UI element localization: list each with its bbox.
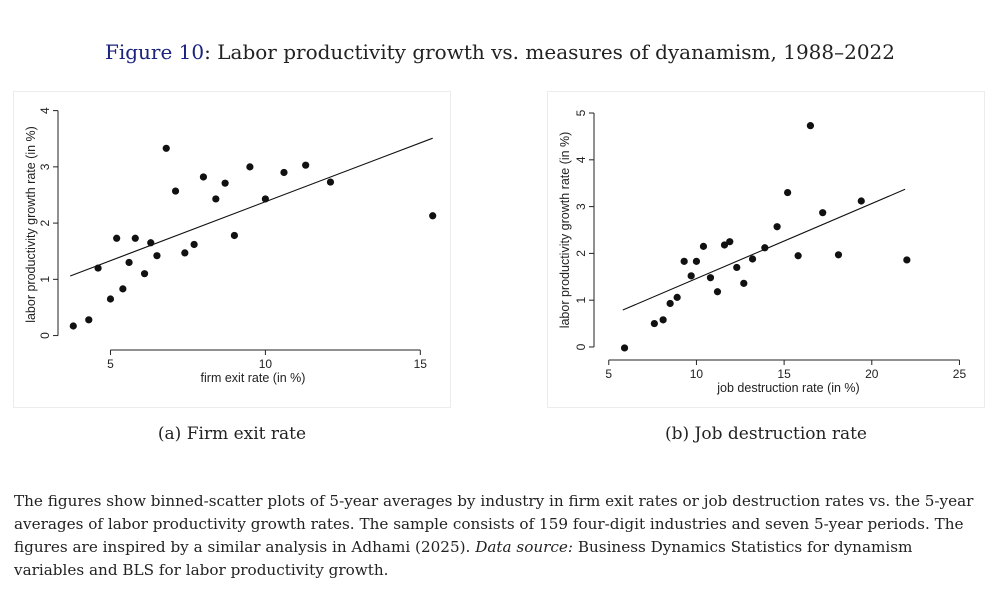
y-tick-label: 2 (38, 219, 52, 226)
x-tick-label: 20 (865, 367, 879, 381)
scatter-point (819, 209, 827, 217)
y-tick-label: 0 (38, 332, 52, 339)
scatter-point (221, 179, 229, 187)
y-tick-label: 1 (38, 276, 52, 283)
scatter-point (230, 231, 239, 240)
scatter-point (680, 257, 688, 265)
scatter-point (181, 249, 189, 257)
y-tick-label: 2 (574, 250, 588, 257)
x-tick-label: 15 (414, 357, 428, 371)
scatter-point (666, 299, 674, 308)
scatter-point (659, 316, 667, 324)
notes-text-1: The figures show binned-scatter plots of… (14, 492, 974, 556)
scatter-panel-job-destruction: 0 1 2 3 4 5 5 10 15 20 25 job destruction rate (in … (547, 91, 985, 408)
y-axis-title: labor productivity growth rate (in %) (558, 132, 572, 329)
y-tick-label: 3 (38, 163, 52, 170)
scatter-point (212, 195, 220, 203)
scatter-plot-firm-exit: 0 1 2 3 4 5 10 15 firm exit rate (in %) labor pro… (24, 107, 437, 385)
scatter-point (69, 322, 77, 330)
scatter-point (131, 234, 139, 242)
x-tick-label: 5 (107, 357, 114, 371)
scatter-point (620, 344, 629, 352)
scatter-point (857, 197, 865, 205)
scatter-point (94, 264, 102, 272)
scatter-point (726, 238, 734, 246)
y-tick-label: 0 (574, 343, 588, 350)
scatter-point (85, 316, 93, 324)
scatter-point (740, 279, 748, 287)
scatter-point (261, 195, 269, 203)
x-tick-label: 5 (605, 367, 612, 381)
scatter-point (147, 239, 155, 247)
scatter-point (119, 285, 127, 293)
scatter-plot-job-destruction: 0 1 2 3 4 5 5 10 15 20 25 job destruction rate (in … (558, 109, 967, 395)
scatter-point (720, 241, 729, 249)
y-tick-label: 4 (574, 156, 588, 163)
scatter-point (761, 244, 769, 252)
scatter-point (748, 255, 757, 263)
scatter-point (140, 270, 149, 278)
scatter-point (302, 161, 310, 169)
fit-line (70, 137, 433, 277)
caption-firm-exit: (a) Firm exit rate (157, 424, 307, 444)
scatter-point (153, 252, 161, 260)
y-tick-label: 3 (574, 203, 588, 210)
scatter-point (280, 168, 288, 177)
scatter-point (246, 163, 254, 171)
scatter-point (190, 240, 198, 249)
scatter-point (171, 187, 180, 195)
y-tick-label: 5 (574, 109, 588, 116)
x-tick-label: 15 (777, 367, 791, 381)
y-axis-title: labor productivity growth rate (in %) (24, 126, 38, 323)
x-tick-label: 25 (953, 367, 967, 381)
scatter-point (326, 178, 335, 186)
scatter-point (650, 319, 658, 328)
scatter-point (706, 274, 715, 282)
scatter-point (784, 188, 792, 197)
scatter-point (903, 256, 911, 264)
y-tick-label: 4 (38, 107, 52, 114)
scatter-point (834, 251, 843, 259)
scatter-point (806, 122, 815, 130)
scatter-point (794, 252, 802, 260)
figure-number-link[interactable]: Figure 10 (104, 40, 205, 64)
scatter-point (125, 258, 133, 267)
x-axis-title: job destruction rate (in %) (716, 381, 859, 395)
scatter-point (733, 263, 741, 272)
scatter-point (106, 295, 115, 303)
notes-text-2: Business Dynamics Statistics for dynamis… (14, 538, 913, 579)
notes-source-label: Data source: (475, 538, 574, 556)
figure-notes: The figures show binned-scatter plots of… (14, 490, 986, 582)
scatter-point (199, 173, 208, 181)
figure-title-text: : Labor productivity growth vs. measures… (204, 40, 896, 64)
scatter-panel-firm-exit: 0 1 2 3 4 5 10 15 firm exit rate (in %) labor pro… (13, 91, 451, 408)
scatter-point (113, 234, 121, 242)
scatter-point (429, 212, 437, 220)
caption-job-destruction: (b) Job destruction rate (665, 424, 867, 444)
y-tick-label: 1 (574, 297, 588, 304)
x-axis-title: firm exit rate (in %) (201, 371, 306, 385)
scatter-point (687, 272, 695, 280)
x-tick-label: 10 (690, 367, 704, 381)
scatter-point (713, 288, 722, 296)
x-tick-label: 10 (259, 357, 273, 371)
scatter-point (673, 293, 681, 301)
scatter-point (699, 242, 708, 250)
figure-title: Figure 10: Labor productivity growth vs.… (0, 40, 1000, 64)
scatter-point (773, 223, 781, 231)
scatter-point (162, 144, 170, 152)
scatter-point (692, 257, 701, 265)
